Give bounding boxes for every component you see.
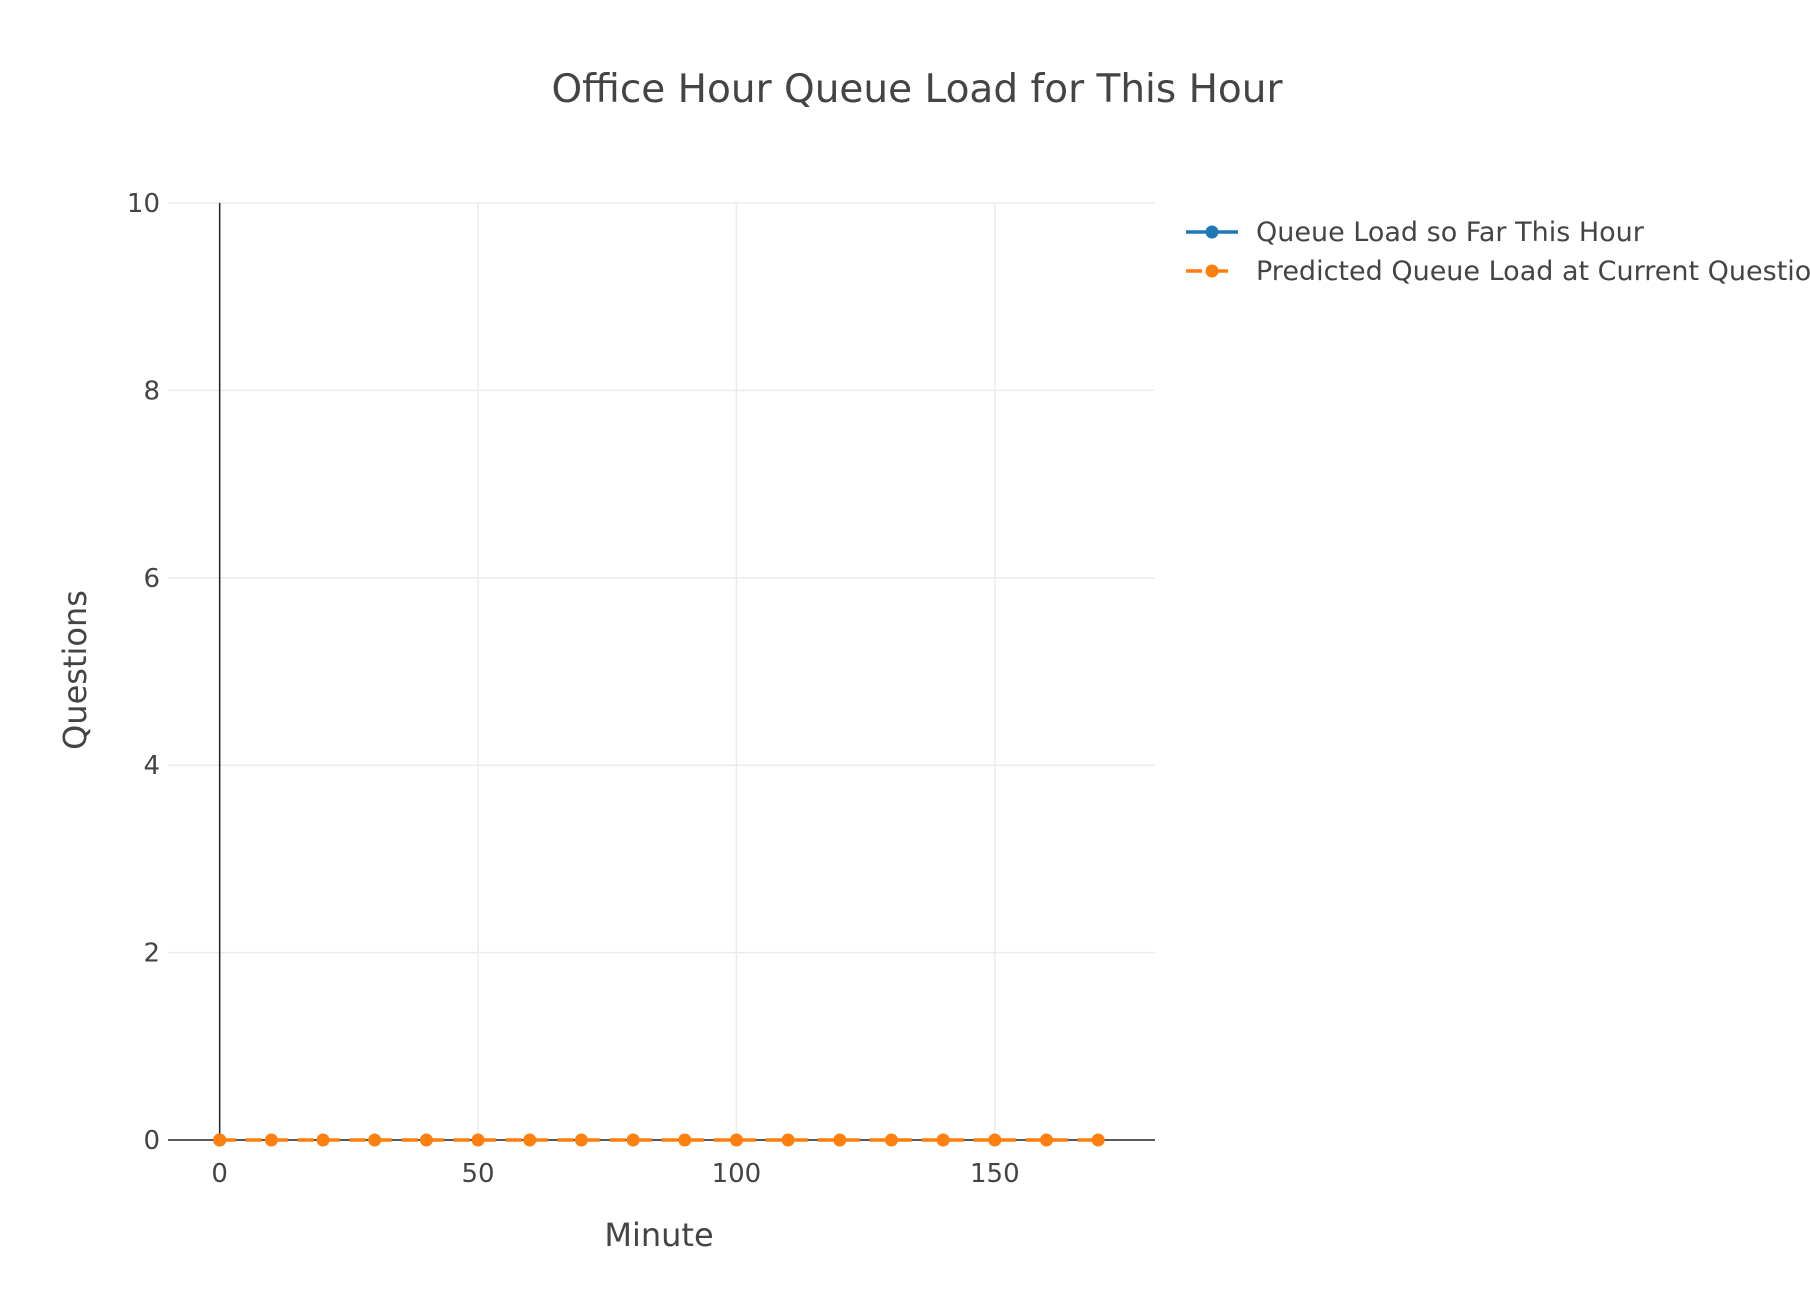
series-2-point — [368, 1133, 382, 1147]
series-2-point — [936, 1133, 950, 1147]
legend-item-1[interactable]: Queue Load so Far This Hour — [1186, 217, 1645, 248]
series-2-point — [574, 1133, 588, 1147]
y-tick-label: 10 — [127, 189, 160, 219]
x-tick-label: 50 — [462, 1159, 495, 1189]
y-tick-label: 2 — [143, 939, 160, 969]
legend-item-2[interactable]: Predicted Queue Load at Current Question… — [1186, 256, 1810, 287]
series-2-point — [419, 1133, 433, 1147]
legend-marker-swatch — [1205, 264, 1219, 278]
series-2-point — [729, 1133, 743, 1147]
series-2-point — [264, 1133, 278, 1147]
series-2-point — [988, 1133, 1002, 1147]
series-2-point — [471, 1133, 485, 1147]
y-tick-label: 0 — [143, 1126, 160, 1156]
series-2-point — [678, 1133, 692, 1147]
axes — [168, 203, 1155, 1141]
series-2-point — [626, 1133, 640, 1147]
y-tick-label: 8 — [143, 376, 160, 406]
x-axis-title: Minute — [604, 1216, 713, 1254]
series-2-point — [1039, 1133, 1053, 1147]
series-2-point — [1091, 1133, 1105, 1147]
series-layer — [213, 1133, 1105, 1147]
legend-label: Predicted Queue Load at Current Question… — [1256, 256, 1810, 287]
x-tick-label: 0 — [211, 1159, 228, 1189]
y-tick-label: 4 — [143, 751, 160, 781]
series-2-point — [316, 1133, 330, 1147]
series-2-point — [213, 1133, 227, 1147]
x-tick-label: 100 — [712, 1159, 762, 1189]
x-tick-label: 150 — [970, 1159, 1020, 1189]
series-2-point — [884, 1133, 898, 1147]
legend-label: Queue Load so Far This Hour — [1256, 217, 1645, 248]
grid — [168, 202, 1155, 1140]
series-2-point — [781, 1133, 795, 1147]
y-tick-label: 6 — [143, 564, 160, 594]
y-axis-title: Questions — [56, 590, 94, 750]
series-2-point — [523, 1133, 537, 1147]
chart-title: Office Hour Queue Load for This Hour — [551, 67, 1283, 112]
legend-marker-swatch — [1205, 225, 1219, 239]
series-2-point — [833, 1133, 847, 1147]
legend[interactable]: Queue Load so Far This Hour Predicted Que… — [1186, 217, 1810, 287]
